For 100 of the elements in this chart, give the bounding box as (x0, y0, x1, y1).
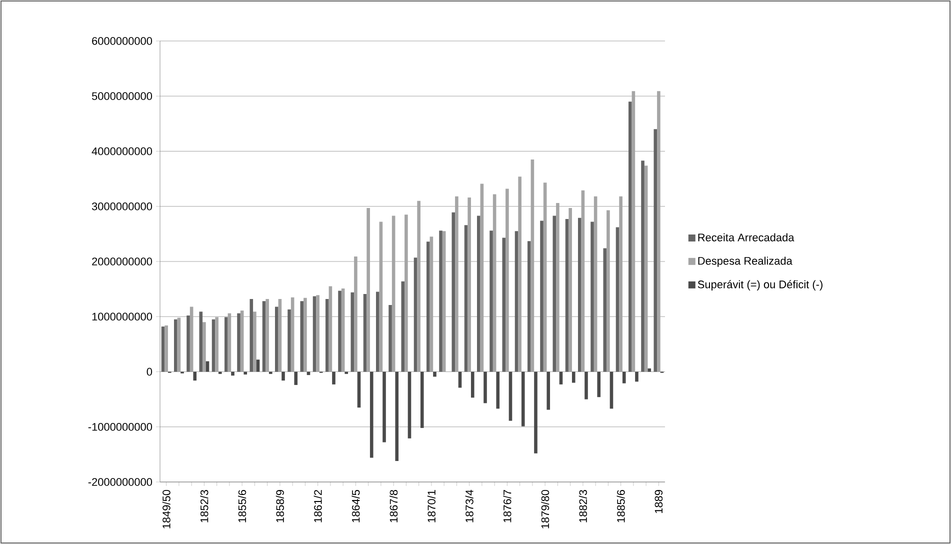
y-tick-label: 6000000000 (92, 37, 152, 45)
y-tick-label: 2000000000 (92, 258, 152, 266)
bar (470, 372, 474, 398)
bar (597, 372, 601, 398)
bar (518, 176, 522, 372)
bar (274, 306, 278, 372)
bar (464, 225, 468, 372)
bar (253, 312, 256, 372)
bar (514, 231, 518, 372)
bar (540, 220, 544, 372)
bar (174, 319, 178, 372)
bar (404, 214, 408, 372)
bar (408, 372, 412, 438)
bar (632, 91, 636, 372)
bar (288, 309, 291, 372)
bar (294, 372, 298, 385)
x-tick-label: 1870/1 (427, 490, 436, 522)
bar (376, 292, 380, 372)
bar (354, 256, 358, 372)
bar (458, 372, 462, 388)
bar (278, 298, 282, 372)
x-tick-label: 1861/2 (314, 490, 322, 522)
bar (534, 372, 538, 454)
x-tick-label: 1879/80 (541, 490, 550, 528)
x-tick-label: 1876/7 (503, 490, 512, 522)
bar (237, 313, 240, 372)
x-tick-label: 1867/8 (390, 490, 398, 522)
bar (395, 372, 399, 462)
bar (282, 372, 285, 381)
bar (338, 290, 342, 372)
bar (480, 184, 484, 372)
bar (266, 298, 269, 372)
bar (414, 258, 418, 372)
bar (572, 372, 576, 383)
bar (584, 372, 588, 400)
bar (350, 292, 354, 372)
bar (256, 360, 260, 372)
bar (559, 372, 563, 384)
bar (306, 372, 310, 376)
bar (161, 326, 165, 372)
bar (244, 372, 248, 374)
bar (231, 372, 234, 376)
x-tick-label: 1885/6 (616, 490, 625, 522)
bar (379, 222, 383, 372)
bar (164, 325, 168, 372)
bar (622, 372, 626, 384)
y-tick-label: 4000000000 (92, 147, 152, 156)
bar (578, 218, 582, 372)
y-tick-label: 1000000000 (92, 312, 152, 320)
bar (506, 188, 509, 372)
bar (508, 372, 512, 421)
bar (316, 295, 320, 372)
y-tick-label: 3000000000 (92, 202, 152, 210)
bar (581, 190, 585, 372)
bar (468, 198, 471, 372)
bar (186, 316, 190, 372)
bar (603, 248, 607, 372)
bar (616, 227, 620, 372)
bar (543, 182, 547, 372)
x-tick-label: 1858/9 (276, 490, 284, 522)
bar (641, 160, 644, 372)
bar (433, 372, 436, 377)
x-tick-label: 1849/50 (162, 490, 170, 528)
x-tick-label: 1855/6 (238, 490, 246, 522)
bar (610, 372, 614, 409)
bar (606, 210, 610, 372)
bar (492, 194, 496, 372)
bar (224, 317, 228, 372)
bar (341, 288, 345, 372)
bar (300, 301, 304, 372)
bar (430, 236, 434, 372)
bar (370, 372, 374, 458)
bar (290, 297, 294, 372)
bar (228, 313, 232, 372)
bar (366, 208, 370, 372)
bar (594, 196, 598, 372)
x-tick-label: 1882/3 (578, 490, 587, 522)
bar (521, 372, 525, 426)
x-tick-label: 1889 (654, 490, 663, 514)
bar (635, 372, 638, 382)
bar (312, 296, 316, 372)
x-tick-label: 1864/5 (352, 490, 360, 522)
x-tick-label: 1852/3 (200, 490, 208, 522)
bar (496, 372, 500, 409)
bar (215, 317, 218, 372)
bar (590, 222, 594, 372)
bar (401, 281, 405, 372)
bar (628, 102, 632, 372)
bar (476, 216, 480, 372)
y-tick-label: 5000000000 (92, 92, 152, 100)
y-tick-label: 0 (146, 368, 152, 376)
y-tick-label: -1000000000 (88, 422, 152, 431)
bar (328, 286, 332, 372)
bar (502, 238, 506, 372)
bar (240, 310, 244, 372)
bar (382, 372, 386, 442)
bar (325, 298, 329, 372)
bar (199, 312, 203, 372)
bar (250, 298, 254, 372)
y-tick-label: -2000000000 (88, 478, 152, 486)
